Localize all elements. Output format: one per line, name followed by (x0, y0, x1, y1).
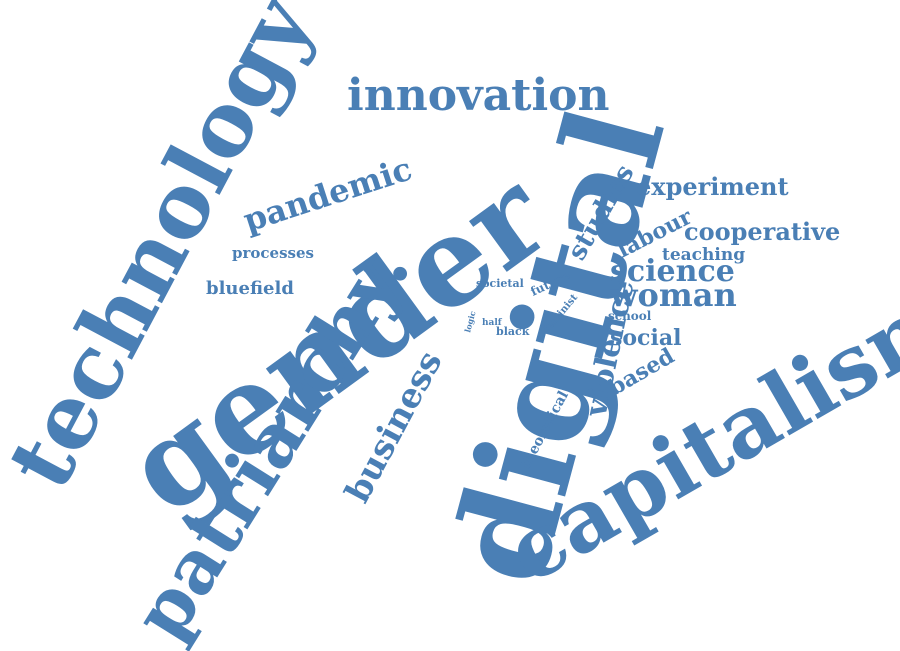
word-woman: woman (609, 276, 737, 314)
word-school: school (608, 309, 652, 323)
word-cooperative: cooperative (684, 217, 840, 246)
word-experiment: experiment (636, 172, 789, 201)
word-processes: processes (232, 244, 314, 262)
word-societal: societal (476, 277, 524, 290)
word-black: black (496, 325, 530, 338)
word-innovation: innovation (347, 70, 610, 121)
word-half: half (482, 318, 503, 328)
word-bluefield: bluefield (206, 278, 294, 299)
word-social: social (610, 325, 681, 351)
word-teaching: teaching (662, 245, 745, 265)
word-science: science (610, 254, 735, 289)
